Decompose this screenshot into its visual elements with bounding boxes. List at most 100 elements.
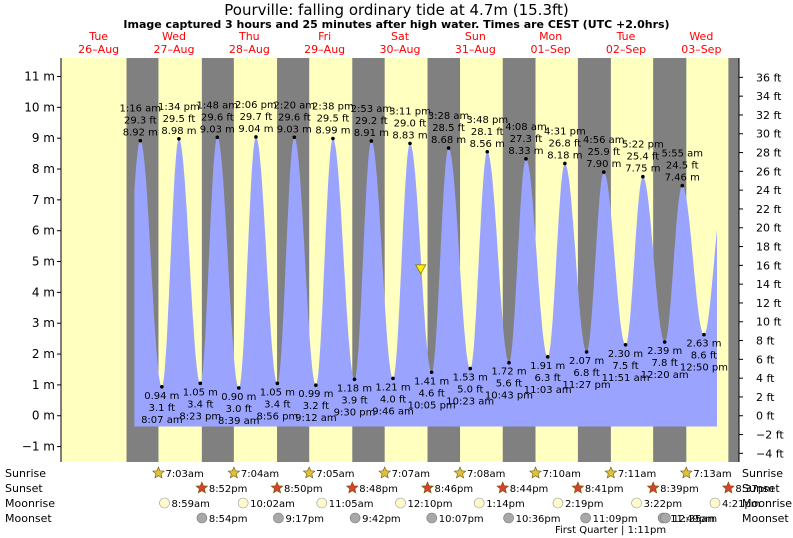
moon-icon	[631, 497, 642, 509]
low-tide-time: 8:56 pm	[256, 411, 298, 422]
y-tick-label-right: 34 ft	[756, 90, 782, 103]
moon-icon	[660, 512, 671, 524]
low-tide-m: 2.63 m	[686, 339, 721, 350]
moon-icon	[580, 512, 591, 524]
high-tide-dot	[408, 141, 412, 146]
moonrise-time: 8:59am	[172, 499, 210, 510]
moonrise-time: 4:21pm	[722, 499, 761, 510]
low-tide-m: 1.18 m	[337, 383, 372, 394]
high-tide-m: 8.92 m	[123, 128, 158, 139]
high-tide-ft: 29.6 ft	[278, 112, 311, 123]
y-tick-label-right: 26 ft	[756, 165, 782, 178]
high-tide-dot	[292, 135, 297, 140]
low-tide-time: 9:30 pm	[334, 407, 376, 418]
y-tick-label-left: 4 m	[32, 285, 55, 299]
moon-icon	[196, 512, 208, 524]
low-tide-dot	[198, 381, 203, 386]
y-tick-label-left: −1 m	[22, 440, 55, 454]
y-tick-label-right: −2 ft	[756, 429, 784, 442]
low-tide-ft: 3.4 ft	[264, 399, 290, 410]
high-tide-m: 9.04 m	[238, 124, 273, 135]
low-tide-time: 11:27 pm	[563, 380, 611, 391]
moon-phase-label: First Quarter | 1:11pm	[555, 525, 666, 536]
low-tide-ft: 6.3 ft	[535, 373, 561, 384]
low-tide-ft: 5.6 ft	[496, 379, 522, 390]
high-tide-m: 8.18 m	[547, 150, 582, 161]
low-tide-m: 2.30 m	[608, 349, 643, 360]
sun-icon	[604, 466, 618, 479]
moon-icon	[237, 497, 249, 509]
sunrise-time: 7:03am	[165, 469, 203, 480]
moon-icon	[503, 512, 514, 524]
low-tide-ft: 4.0 ft	[380, 394, 406, 405]
y-tick-label-right: 4 ft	[756, 372, 775, 385]
day-label-date: 30–Aug	[380, 43, 421, 56]
sun-icon	[270, 481, 284, 494]
high-tide-ft: 28.1 ft	[471, 127, 504, 138]
low-tide-ft: 5.0 ft	[457, 385, 483, 396]
high-tide-m: 7.90 m	[586, 159, 621, 170]
moon-icon	[473, 497, 485, 509]
low-tide-dot	[702, 332, 706, 337]
moonset-time: 11:09pm	[593, 514, 638, 525]
day-label-weekday: Wed	[689, 30, 713, 43]
sun-icon	[421, 481, 434, 494]
y-tick-label-right: 2 ft	[756, 391, 775, 404]
sunrise-time: 7:11am	[618, 469, 656, 480]
astro-label-left: Sunset	[5, 482, 43, 495]
low-tide-dot	[275, 381, 280, 386]
high-tide-ft: 25.4 ft	[626, 152, 659, 163]
y-tick-label-right: 32 ft	[756, 109, 782, 122]
astro-label-right: Sunrise	[742, 467, 783, 480]
high-tide-time: 4:56 am	[583, 135, 625, 146]
low-tide-time: 9:46 am	[372, 406, 414, 417]
night-band	[728, 58, 739, 462]
high-tide-ft: 26.8 ft	[548, 138, 581, 149]
high-tide-dot	[563, 161, 567, 166]
moon-icon	[316, 497, 328, 509]
y-tick-label-left: 5 m	[32, 255, 55, 269]
y-tick-label-right: 0 ft	[756, 410, 775, 423]
high-tide-ft: 27.3 ft	[510, 134, 543, 145]
low-tide-ft: 4.6 ft	[418, 388, 444, 399]
low-tide-time: 10:23 am	[446, 397, 494, 408]
low-tide-m: 0.99 m	[298, 389, 333, 400]
high-tide-dot	[602, 170, 606, 174]
high-tide-m: 9.03 m	[277, 124, 312, 135]
moon-icon	[426, 512, 438, 524]
low-tide-dot	[584, 350, 589, 354]
y-tick-label-right: 30 ft	[756, 128, 782, 141]
high-tide-ft: 29.5 ft	[317, 113, 350, 124]
high-tide-dot	[485, 149, 490, 154]
low-tide-m: 1.91 m	[530, 361, 565, 372]
high-tide-m: 8.99 m	[315, 125, 350, 136]
moon-icon	[273, 512, 284, 524]
low-tide-dot	[507, 360, 511, 365]
y-tick-label-left: 1 m	[32, 378, 55, 392]
high-tide-dot	[641, 174, 645, 179]
y-tick-label-left: 10 m	[24, 100, 55, 114]
moonset-time: 9:17pm	[285, 514, 324, 525]
sun-icon	[302, 466, 316, 479]
sunset-time: 8:52pm	[209, 484, 248, 495]
high-tide-dot	[177, 137, 181, 141]
low-tide-dot	[468, 366, 473, 371]
high-tide-dot	[446, 146, 451, 150]
high-tide-time: 2:20 am	[274, 100, 316, 111]
y-tick-label-right: 18 ft	[756, 241, 782, 254]
current-tide-marker	[415, 264, 427, 275]
high-tide-time: 4:31 pm	[544, 126, 586, 137]
y-tick-label-right: 12 ft	[756, 297, 782, 310]
y-tick-label-left: 8 m	[32, 162, 55, 176]
low-tide-dot	[623, 343, 628, 347]
low-tide-dot	[160, 384, 164, 389]
moonrise-time: 12:10pm	[408, 499, 453, 510]
high-tide-m: 9.03 m	[200, 124, 235, 135]
high-tide-time: 5:22 pm	[622, 140, 664, 151]
high-tide-time: 2:38 pm	[312, 101, 354, 112]
high-tide-ft: 29.6 ft	[201, 112, 234, 123]
y-tick-label-left: 0 m	[32, 409, 55, 423]
sun-icon	[496, 481, 510, 494]
